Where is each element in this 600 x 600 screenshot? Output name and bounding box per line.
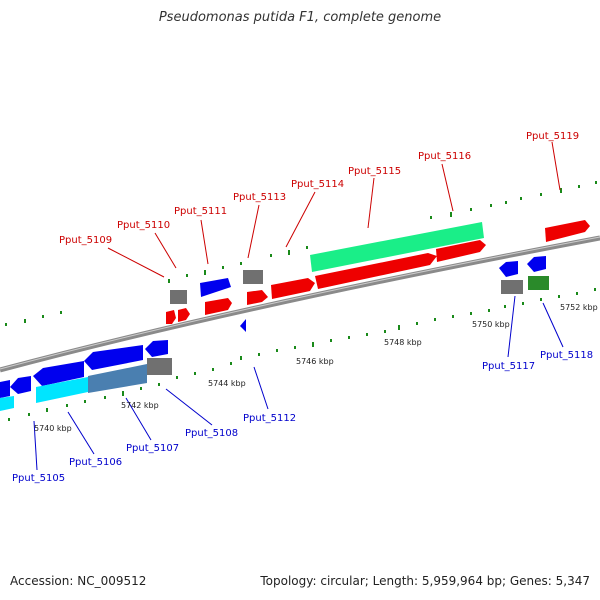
gene-label[interactable]: Pput_5119 — [526, 131, 579, 142]
gene-pput-5114 — [271, 278, 315, 299]
gene-label[interactable]: Pput_5112 — [243, 413, 296, 424]
gene-pput-5109 — [166, 310, 176, 324]
reverse-genes — [0, 256, 549, 411]
gene-blue-e — [145, 340, 168, 357]
gene-label[interactable]: Pput_5117 — [482, 361, 535, 372]
gene-pput-5119 — [545, 220, 590, 242]
accession-text: Accession: NC_009512 — [10, 574, 147, 588]
gene-label[interactable]: Pput_5107 — [126, 443, 179, 454]
gene-label[interactable]: Pput_5108 — [185, 428, 238, 439]
lower-tick-row — [8, 288, 596, 421]
scale-label: 5752 kbp — [560, 303, 598, 312]
gene-pput-5112 — [240, 319, 246, 332]
gene-blue-b — [10, 376, 31, 394]
gene-pput-5115 — [315, 253, 437, 289]
gene-cyan-a — [0, 396, 14, 411]
scale-label: 5744 kbp — [208, 379, 246, 388]
scale-label: 5746 kbp — [296, 357, 334, 366]
gene-green — [528, 276, 549, 290]
gene-grey-1 — [170, 290, 187, 304]
gene-label[interactable]: Pput_5118 — [540, 350, 593, 361]
gene-grey-2 — [243, 270, 263, 284]
scale-label: 5750 kbp — [472, 320, 510, 329]
gene-steel — [88, 364, 147, 393]
gene-pput-5110 — [178, 308, 190, 322]
gene-label[interactable]: Pput_5106 — [69, 457, 122, 468]
gene-red-2 — [205, 298, 232, 315]
gene-label[interactable]: Pput_5110 — [117, 220, 170, 231]
gene-rna — [310, 222, 484, 272]
leader-lines — [33, 141, 564, 471]
gene-label[interactable]: Pput_5109 — [59, 235, 112, 246]
gene-grey-3 — [147, 358, 172, 375]
forward-genes — [166, 220, 590, 324]
gene-blue-a — [0, 380, 10, 398]
map-title: Pseudomonas putida F1, complete genome — [158, 10, 442, 25]
genome-summary-text: Topology: circular; Length: 5,959,964 bp… — [260, 574, 590, 588]
gene-label[interactable]: Pput_5105 — [12, 473, 65, 484]
gene-blue-d — [84, 345, 143, 370]
scale-label: 5740 kbp — [34, 424, 72, 433]
gene-label[interactable]: Pput_5116 — [418, 151, 471, 162]
gene-pput-5111 — [200, 278, 231, 297]
gene-label[interactable]: Pput_5113 — [233, 192, 286, 203]
gene-pput-5117a — [499, 261, 518, 277]
gene-pput-5116 — [436, 240, 486, 262]
genome-backbone — [0, 235, 600, 373]
gene-pput-5118a — [527, 256, 546, 272]
gene-blue-c — [33, 361, 84, 386]
scale-label: 5742 kbp — [121, 401, 159, 410]
gene-grey-4 — [501, 280, 523, 294]
gene-label[interactable]: Pput_5114 — [291, 179, 344, 190]
gene-cyan-b — [36, 377, 88, 403]
gene-label[interactable]: Pput_5115 — [348, 166, 401, 177]
gene-label[interactable]: Pput_5111 — [174, 206, 227, 217]
gene-red-3 — [247, 290, 268, 305]
upper-tick-row — [5, 181, 597, 326]
scale-label: 5748 kbp — [384, 338, 422, 347]
